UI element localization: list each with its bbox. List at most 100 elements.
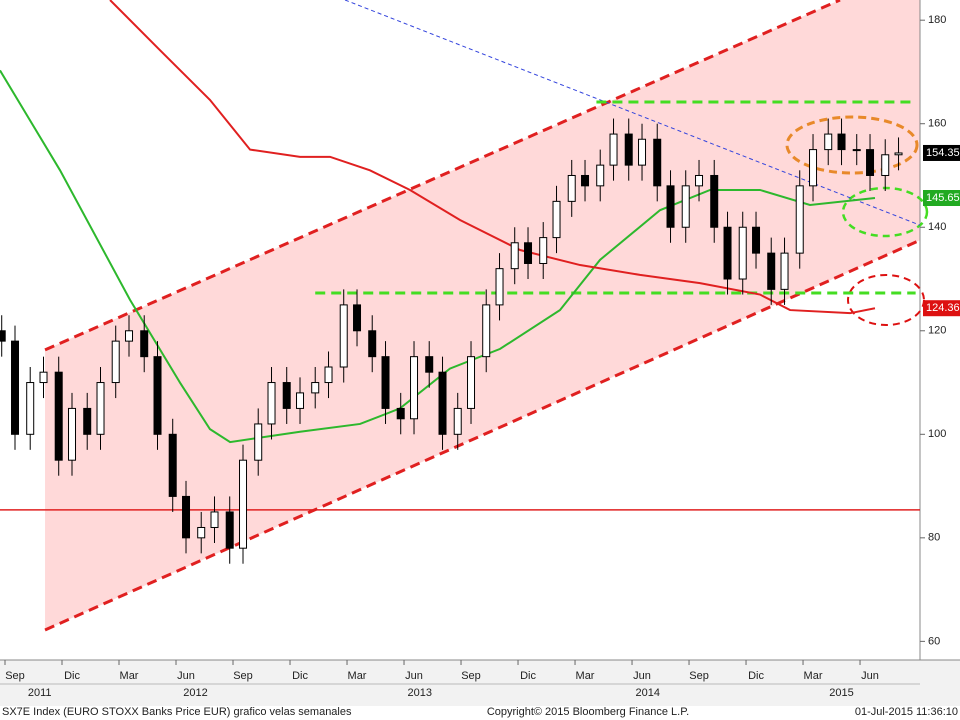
candle-body xyxy=(182,495,191,539)
candle-body xyxy=(210,511,219,528)
candle-body xyxy=(239,459,248,549)
candle-body xyxy=(710,174,719,228)
candle-body xyxy=(197,526,206,539)
x-tick-label: Jun xyxy=(633,670,651,682)
candle-body xyxy=(11,340,20,435)
y-tick-label: 80 xyxy=(928,532,940,544)
year-label: 2012 xyxy=(183,687,207,699)
candle-body xyxy=(368,330,377,358)
candle-body xyxy=(410,356,419,420)
footer-center: Copyright© 2015 Bloomberg Finance L.P. xyxy=(487,706,689,718)
candle-body xyxy=(396,407,405,420)
x-tick-label: Dic xyxy=(64,670,80,682)
candle-body xyxy=(54,371,63,461)
candle-body xyxy=(552,200,561,239)
x-tick-label: Jun xyxy=(405,670,423,682)
y-tick-label: 140 xyxy=(928,221,946,233)
candle-body xyxy=(282,382,291,409)
price-tag xyxy=(923,190,960,206)
candle-body xyxy=(695,174,704,187)
candle-body xyxy=(467,356,476,409)
candle-body xyxy=(225,511,234,549)
footer-right: 01-Jul-2015 11:36:10 xyxy=(855,706,958,718)
price-tag-label: 124.36 xyxy=(926,302,960,314)
candle-body xyxy=(752,226,761,254)
candle-body xyxy=(254,423,263,461)
trend-line xyxy=(44,0,841,352)
candle-body xyxy=(567,174,576,202)
price-tag xyxy=(923,300,960,317)
x-tick-label: Sep xyxy=(5,670,25,682)
candle-body xyxy=(125,330,134,342)
x-tick-label: Mar xyxy=(804,670,823,682)
candle-body xyxy=(596,164,605,187)
candle-body xyxy=(68,407,77,461)
y-tick-label: 100 xyxy=(928,428,946,440)
candle-body xyxy=(780,252,789,290)
candle-body xyxy=(111,340,120,384)
candle-body xyxy=(723,226,732,280)
candle-body xyxy=(296,392,305,409)
x-axis-bg xyxy=(0,660,960,706)
candle-body xyxy=(852,149,861,152)
candle-body xyxy=(524,242,533,264)
price-tag-label: 154.35 xyxy=(926,147,960,159)
candle-body xyxy=(353,304,362,332)
candle-body xyxy=(581,174,590,187)
x-tick-label: Jun xyxy=(177,670,195,682)
year-label: 2011 xyxy=(28,687,52,699)
x-tick-label: Mar xyxy=(576,670,595,682)
x-tick-label: Sep xyxy=(461,670,481,682)
candle-body xyxy=(26,382,35,435)
x-tick-label: Jun xyxy=(861,670,879,682)
candle-body xyxy=(153,356,162,435)
candle-body xyxy=(311,382,320,394)
candle-body xyxy=(539,237,548,264)
price-tag xyxy=(923,144,960,161)
candle-body xyxy=(653,138,662,187)
candle-body xyxy=(267,382,276,425)
candle-body xyxy=(510,242,519,270)
y-tick-label: 180 xyxy=(928,14,946,26)
candle-body xyxy=(666,185,675,228)
highlight-ellipse xyxy=(847,274,925,326)
candle-body xyxy=(438,371,447,435)
candle-body xyxy=(39,371,48,384)
candle-body xyxy=(482,304,491,358)
candle-body xyxy=(881,154,890,176)
candle-body xyxy=(609,133,618,166)
y-tick-label: 120 xyxy=(928,325,946,337)
y-tick-label: 60 xyxy=(928,635,940,647)
candle-body xyxy=(638,138,647,166)
candle-body xyxy=(168,433,177,497)
candle-body xyxy=(425,356,434,373)
x-tick-label: Dic xyxy=(292,670,308,682)
y-tick-label: 160 xyxy=(928,118,946,130)
candle-body xyxy=(324,366,333,384)
x-tick-label: Mar xyxy=(348,670,367,682)
x-tick-label: Sep xyxy=(233,670,253,682)
moving-average xyxy=(109,0,876,315)
highlight-ellipse xyxy=(785,115,919,175)
candle-body xyxy=(624,133,633,166)
candle-body xyxy=(894,152,903,156)
candle-body xyxy=(681,185,690,228)
candle-body xyxy=(809,149,818,187)
x-tick-label: Dic xyxy=(520,670,536,682)
year-label: 2013 xyxy=(407,687,431,699)
price-tag-label: 145.65 xyxy=(926,192,960,204)
candle-body xyxy=(738,226,747,280)
candle-body xyxy=(866,149,875,176)
candle-body xyxy=(795,185,804,254)
year-label: 2015 xyxy=(829,687,853,699)
candle-body xyxy=(453,407,462,435)
footer-left: SX7E Index (EURO STOXX Banks Price EUR) … xyxy=(2,706,352,718)
candle-body xyxy=(96,382,105,435)
candle-body xyxy=(140,330,149,358)
trend-line xyxy=(344,0,921,226)
candle-body xyxy=(339,304,348,368)
candle-body xyxy=(83,407,92,435)
x-tick-label: Mar xyxy=(120,670,139,682)
candle-body xyxy=(495,268,504,306)
